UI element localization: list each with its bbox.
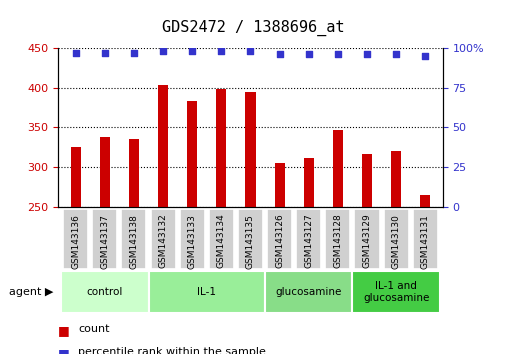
Bar <box>419 195 430 207</box>
FancyBboxPatch shape <box>179 209 205 269</box>
Bar <box>361 154 371 207</box>
Text: ■: ■ <box>58 324 74 337</box>
Text: GSM143132: GSM143132 <box>158 214 167 268</box>
Bar <box>245 92 255 207</box>
Bar <box>187 101 197 207</box>
Text: GSM143134: GSM143134 <box>217 214 225 268</box>
Text: GSM143133: GSM143133 <box>187 214 196 269</box>
Text: GSM143129: GSM143129 <box>362 214 371 268</box>
FancyBboxPatch shape <box>383 209 408 269</box>
Text: GSM143126: GSM143126 <box>275 214 283 268</box>
Point <box>333 51 341 57</box>
Text: agent ▶: agent ▶ <box>9 287 53 297</box>
Point <box>72 50 80 55</box>
Point <box>391 51 399 57</box>
Text: GSM143127: GSM143127 <box>304 214 313 268</box>
Bar <box>303 158 313 207</box>
Text: GSM143137: GSM143137 <box>100 214 109 269</box>
Point <box>362 51 370 57</box>
Text: IL-1: IL-1 <box>197 287 216 297</box>
Point <box>217 48 225 54</box>
Point <box>188 48 196 54</box>
FancyBboxPatch shape <box>92 209 117 269</box>
FancyBboxPatch shape <box>61 271 148 313</box>
FancyBboxPatch shape <box>412 209 437 269</box>
FancyBboxPatch shape <box>121 209 146 269</box>
Point <box>420 53 428 58</box>
Text: GSM143130: GSM143130 <box>391 214 400 269</box>
Text: GSM143136: GSM143136 <box>71 214 80 269</box>
Text: GSM143135: GSM143135 <box>245 214 255 269</box>
Text: control: control <box>86 287 123 297</box>
FancyBboxPatch shape <box>265 271 352 313</box>
Text: glucosamine: glucosamine <box>275 287 341 297</box>
Text: IL-1 and
glucosamine: IL-1 and glucosamine <box>362 281 428 303</box>
Text: GDS2472 / 1388696_at: GDS2472 / 1388696_at <box>162 19 343 36</box>
Bar <box>274 163 284 207</box>
Point <box>246 48 254 54</box>
Text: count: count <box>78 324 110 334</box>
FancyBboxPatch shape <box>63 209 88 269</box>
FancyBboxPatch shape <box>209 209 233 269</box>
Bar <box>129 139 139 207</box>
Text: GSM143138: GSM143138 <box>129 214 138 269</box>
FancyBboxPatch shape <box>150 209 175 269</box>
FancyBboxPatch shape <box>354 209 379 269</box>
Bar <box>332 130 342 207</box>
Bar <box>158 85 168 207</box>
FancyBboxPatch shape <box>352 271 439 313</box>
Bar <box>99 137 110 207</box>
Point <box>100 50 109 55</box>
Point <box>304 51 312 57</box>
Text: GSM143131: GSM143131 <box>420 214 429 269</box>
FancyBboxPatch shape <box>148 271 265 313</box>
Text: percentile rank within the sample: percentile rank within the sample <box>78 347 266 354</box>
FancyBboxPatch shape <box>295 209 321 269</box>
FancyBboxPatch shape <box>237 209 263 269</box>
Bar <box>70 147 81 207</box>
Point <box>130 50 138 55</box>
FancyBboxPatch shape <box>325 209 349 269</box>
FancyBboxPatch shape <box>267 209 291 269</box>
Bar <box>216 89 226 207</box>
Point <box>275 51 283 57</box>
Text: ■: ■ <box>58 347 74 354</box>
Bar <box>390 152 400 207</box>
Text: GSM143128: GSM143128 <box>333 214 342 268</box>
Point <box>159 48 167 54</box>
